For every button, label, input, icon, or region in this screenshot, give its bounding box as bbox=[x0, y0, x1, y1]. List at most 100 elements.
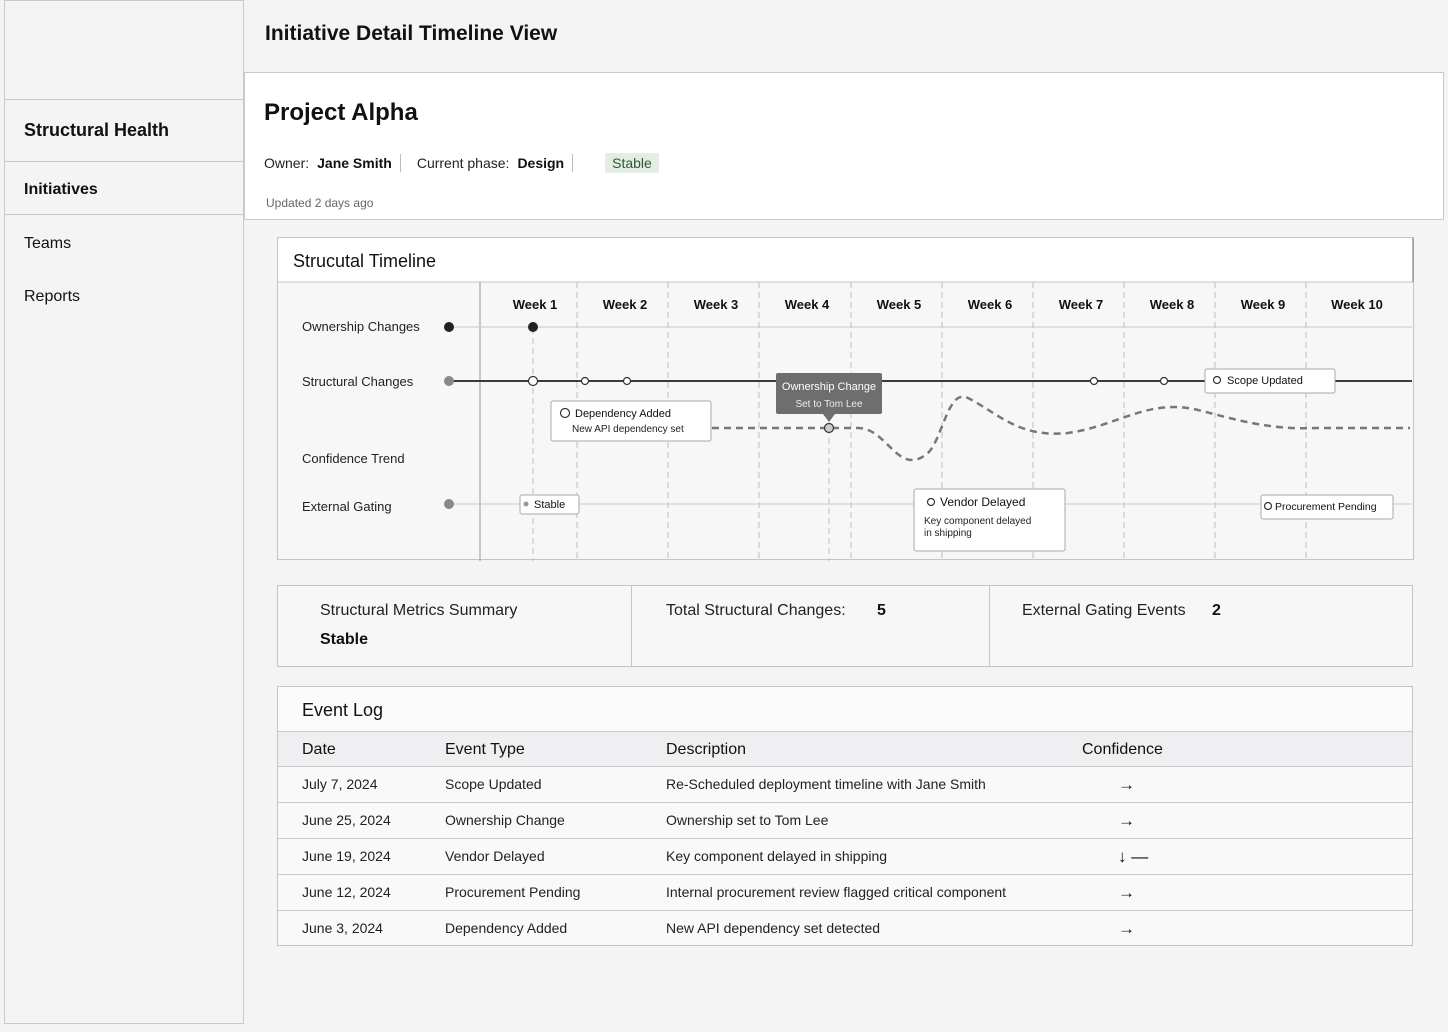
timeline-canvas: Strucutal Timeline W bbox=[278, 238, 1414, 561]
table-row[interactable]: June 19, 2024 Vendor Delayed Key compone… bbox=[278, 838, 1412, 874]
cell-date: June 25, 2024 bbox=[302, 812, 391, 828]
metric-summary: Structural Metrics Summary Stable bbox=[278, 586, 632, 666]
meta-divider bbox=[399, 154, 401, 172]
callout-vendor[interactable]: Vendor Delayed Key component delayed in … bbox=[913, 488, 1066, 552]
row-marker bbox=[444, 376, 454, 386]
sidebar-item-teams[interactable]: Teams bbox=[24, 235, 72, 252]
cell-date: June 12, 2024 bbox=[302, 884, 391, 900]
page-header: Initiative Detail Timeline View bbox=[244, 0, 1444, 73]
phase-value: Design bbox=[517, 155, 565, 171]
week-label: Week 8 bbox=[1150, 297, 1195, 312]
metric-label: Total Structural Changes: bbox=[666, 602, 846, 619]
week-label: Week 6 bbox=[968, 297, 1013, 312]
structural-event-dot[interactable] bbox=[580, 376, 590, 386]
updated-timestamp: Updated 2 days ago bbox=[266, 196, 374, 210]
metrics-summary: Structural Metrics Summary Stable Total … bbox=[277, 585, 1413, 667]
column-header-description[interactable]: Description bbox=[666, 741, 747, 758]
row-marker bbox=[444, 499, 454, 509]
cell-date: July 7, 2024 bbox=[302, 776, 378, 792]
event-log: Event Log Date Event Type Description Co… bbox=[277, 686, 1413, 946]
confidence-event-dot[interactable] bbox=[823, 422, 835, 434]
column-header-confidence[interactable]: Confidence bbox=[1082, 741, 1163, 758]
callout-procurement[interactable]: Procurement Pending bbox=[1260, 494, 1394, 520]
callout-subtitle: New API dependency set bbox=[572, 424, 684, 435]
timeline-title: Strucutal Timeline bbox=[293, 251, 436, 271]
cell-type: Scope Updated bbox=[445, 776, 542, 792]
cell-description: Re-Scheduled deployment timeline with Ja… bbox=[666, 776, 986, 792]
week-label: Week 5 bbox=[877, 297, 922, 312]
callout-stable[interactable]: Stable bbox=[519, 494, 580, 515]
metric-value: 2 bbox=[1212, 602, 1221, 619]
callout-dependency[interactable]: Dependency Added New API dependency set bbox=[550, 400, 712, 442]
structural-event-dot[interactable] bbox=[1159, 376, 1169, 386]
callout-title: Ownership Change bbox=[782, 381, 876, 393]
row-label-structural: Structural Changes bbox=[302, 374, 414, 389]
ownership-event-dot[interactable] bbox=[528, 322, 538, 332]
column-header-date[interactable]: Date bbox=[302, 741, 336, 758]
row-label-ownership: Ownership Changes bbox=[302, 319, 420, 334]
week-label: Week 3 bbox=[694, 297, 739, 312]
meta-divider bbox=[572, 154, 574, 172]
metric-gating-events: External Gating Events 2 bbox=[990, 586, 1412, 666]
week-label: Week 10 bbox=[1331, 297, 1383, 312]
callout-title: Procurement Pending bbox=[1275, 501, 1377, 513]
confidence-trend-line bbox=[712, 395, 1410, 462]
row-marker bbox=[444, 322, 454, 332]
status-badge: Stable bbox=[605, 153, 659, 173]
callout-ownership[interactable]: Ownership Change Set to Tom Lee bbox=[776, 373, 882, 422]
page-title: Initiative Detail Timeline View bbox=[265, 22, 558, 45]
week-label: Week 1 bbox=[513, 297, 558, 312]
metric-label: External Gating Events bbox=[1022, 602, 1186, 619]
project-meta: Owner: Jane Smith Current phase: Design … bbox=[264, 153, 659, 173]
confidence-arrow-icon: → bbox=[1118, 919, 1135, 938]
callout-title: Vendor Delayed bbox=[940, 495, 1025, 509]
cell-date: June 3, 2024 bbox=[302, 920, 383, 936]
table-header: Date Event Type Description Confidence bbox=[278, 731, 1412, 766]
table-row[interactable]: June 3, 2024 Dependency Added New API de… bbox=[278, 910, 1412, 946]
cell-type: Procurement Pending bbox=[445, 884, 581, 900]
structural-event-dot[interactable] bbox=[1089, 376, 1099, 386]
table-row[interactable]: July 7, 2024 Scope Updated Re-Scheduled … bbox=[278, 766, 1412, 802]
metric-label: Structural Metrics Summary bbox=[320, 602, 518, 619]
project-summary: Project Alpha Owner: Jane Smith Current … bbox=[244, 73, 1444, 220]
phase-label: Current phase: bbox=[416, 155, 510, 171]
row-label-external: External Gating bbox=[302, 499, 392, 514]
week-label: Week 9 bbox=[1241, 297, 1286, 312]
callout-subtitle: in shipping bbox=[924, 528, 972, 539]
sidebar: Structural Health Initiatives Teams Repo… bbox=[4, 0, 244, 1024]
sidebar-item-reports[interactable]: Reports bbox=[24, 288, 81, 305]
cell-type: Vendor Delayed bbox=[445, 848, 545, 864]
callout-title: Scope Updated bbox=[1227, 375, 1303, 387]
callout-scope[interactable]: Scope Updated bbox=[1204, 368, 1336, 394]
metric-value: 5 bbox=[877, 602, 886, 619]
cell-description: Ownership set to Tom Lee bbox=[666, 812, 829, 828]
metric-total-changes: Total Structural Changes: 5 bbox=[632, 586, 990, 666]
table-row[interactable]: June 25, 2024 Ownership Change Ownership… bbox=[278, 802, 1412, 838]
week-label: Week 4 bbox=[785, 297, 830, 312]
callout-title: Stable bbox=[534, 499, 565, 511]
metric-value: Stable bbox=[320, 631, 369, 648]
structural-event-dot[interactable] bbox=[527, 375, 539, 387]
confidence-arrow-icon: ↓ — bbox=[1118, 847, 1149, 866]
cell-description: Key component delayed in shipping bbox=[666, 848, 888, 864]
callout-title: Dependency Added bbox=[575, 408, 671, 420]
cell-date: June 19, 2024 bbox=[302, 848, 391, 864]
project-name: Project Alpha bbox=[264, 99, 418, 126]
callout-subtitle: Key component delayed bbox=[924, 516, 1031, 527]
confidence-arrow-icon: → bbox=[1118, 811, 1135, 830]
timeline-title-bar bbox=[278, 238, 1413, 282]
sidebar-item-initiatives[interactable]: Initiatives bbox=[5, 162, 243, 215]
owner-label: Owner: bbox=[264, 155, 310, 171]
cell-type: Ownership Change bbox=[445, 812, 565, 828]
table-row[interactable]: June 12, 2024 Procurement Pending Intern… bbox=[278, 874, 1412, 910]
confidence-arrow-icon: → bbox=[1118, 883, 1135, 902]
structural-event-dot[interactable] bbox=[622, 376, 632, 386]
callout-subtitle: Set to Tom Lee bbox=[795, 399, 863, 410]
cell-description: New API dependency set detected bbox=[666, 920, 881, 936]
event-log-title: Event Log bbox=[278, 687, 1412, 731]
week-label: Week 2 bbox=[603, 297, 648, 312]
week-label: Week 7 bbox=[1059, 297, 1104, 312]
sidebar-logo-area bbox=[5, 1, 243, 100]
column-header-type[interactable]: Event Type bbox=[445, 741, 525, 758]
